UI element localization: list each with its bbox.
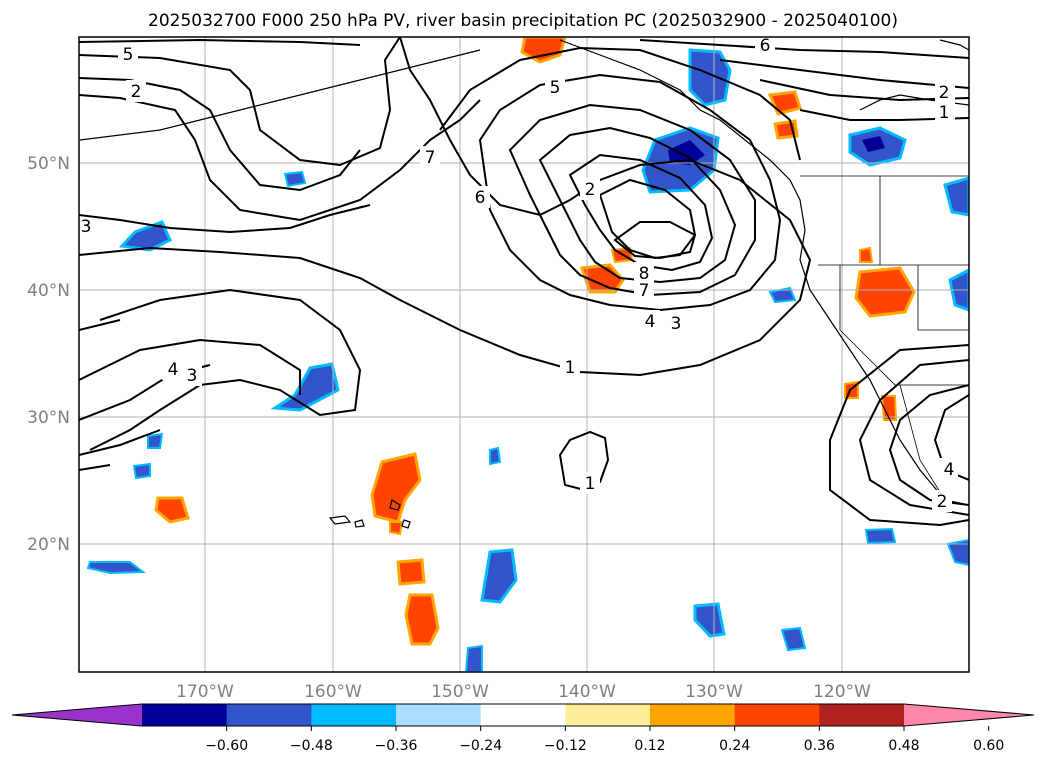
lon-label: 120°W bbox=[813, 682, 871, 702]
precip-blob bbox=[132, 462, 151, 480]
lon-label: 130°W bbox=[685, 682, 743, 702]
map-content: 5 2 3 6 2 1 5 7 6 2 8 7 4 3 bbox=[79, 36, 969, 672]
contour-label: 4 bbox=[645, 312, 656, 332]
precip-blob bbox=[862, 136, 885, 152]
colorbar-segment bbox=[311, 704, 397, 726]
precip-blob bbox=[389, 521, 404, 536]
map-frame-bg bbox=[79, 37, 969, 672]
colorbar: −0.60 −0.48 −0.36 −0.24 −0.12 0.12 0.24 0.36 0.4… bbox=[11, 703, 1035, 754]
precip-blob bbox=[520, 37, 567, 64]
contour-labels: 5 2 3 6 2 1 5 7 6 2 8 7 4 3 bbox=[81, 36, 958, 512]
colorbar-tick-label: 0.24 bbox=[719, 738, 750, 754]
borders bbox=[800, 175, 969, 501]
precip-blob bbox=[943, 176, 969, 217]
contour-label: 3 bbox=[81, 217, 92, 237]
colorbar-segment bbox=[396, 704, 482, 726]
colorbar-tick-label: −0.60 bbox=[205, 738, 248, 754]
colorbar-outline bbox=[11, 703, 1035, 727]
contour-label: 1 bbox=[939, 103, 950, 123]
precip-blob bbox=[946, 538, 969, 567]
precip-blob bbox=[370, 452, 422, 524]
precip-blob bbox=[859, 246, 874, 263]
contour-label: 8 bbox=[639, 264, 650, 284]
contour-label: 7 bbox=[425, 148, 436, 168]
precip-blob bbox=[154, 496, 190, 524]
colorbar-tick-label: 0.60 bbox=[973, 738, 1004, 754]
lat-label: 20°N bbox=[27, 535, 70, 555]
precip-blob bbox=[780, 626, 807, 652]
contour-label: 7 bbox=[639, 281, 650, 301]
precip-blob bbox=[480, 548, 518, 604]
colorbar-tick-label: 0.36 bbox=[804, 738, 835, 754]
lon-label: 140°W bbox=[558, 682, 616, 702]
precip-blob bbox=[118, 220, 172, 252]
contour-label: 2 bbox=[939, 83, 950, 103]
precip-blob bbox=[404, 593, 440, 646]
colorbar-extend-low bbox=[12, 704, 142, 726]
colorbar-segment bbox=[226, 704, 312, 726]
contour-label: 1 bbox=[565, 358, 576, 378]
precip-blob bbox=[86, 561, 146, 575]
contour-label: 2 bbox=[131, 82, 142, 102]
colorbar-tick-label: 0.48 bbox=[888, 738, 919, 754]
contour-label: 2 bbox=[937, 492, 948, 512]
contour-label: 2 bbox=[585, 180, 596, 200]
precip-blob bbox=[396, 558, 426, 586]
precip-blob bbox=[464, 644, 483, 672]
colorbar-tick-label: −0.48 bbox=[290, 738, 333, 754]
lat-label: 50°N bbox=[27, 154, 70, 174]
contour-label: 5 bbox=[123, 45, 134, 65]
colorbar-segment bbox=[819, 704, 905, 726]
lat-label: 30°N bbox=[27, 408, 70, 428]
colorbar-tick-label: −0.24 bbox=[459, 738, 502, 754]
precip-blob bbox=[864, 527, 897, 545]
precip-blob bbox=[768, 286, 797, 304]
pv-contours bbox=[79, 37, 969, 527]
precip-blob bbox=[668, 140, 705, 165]
lon-label: 150°W bbox=[431, 682, 489, 702]
precip-blob bbox=[147, 432, 164, 449]
contour-label: 6 bbox=[760, 36, 771, 56]
precip-blob bbox=[688, 48, 732, 107]
contour-label: 4 bbox=[944, 460, 955, 480]
contour-label: 4 bbox=[168, 360, 179, 380]
precip-blob bbox=[854, 266, 916, 318]
contour-label: 1 bbox=[585, 474, 596, 494]
colorbar-tick-label: −0.36 bbox=[375, 738, 418, 754]
contour-label: 5 bbox=[550, 78, 561, 98]
colorbar-tick-label: 0.12 bbox=[634, 738, 665, 754]
colorbar-extend-high bbox=[904, 704, 1034, 726]
precip-blob bbox=[270, 362, 340, 412]
precip-blob bbox=[579, 263, 625, 294]
precip-blob bbox=[880, 395, 898, 421]
colorbar-segment bbox=[650, 704, 736, 726]
lon-labels: 170°W 160°W 150°W 140°W 130°W 120°W bbox=[176, 682, 871, 702]
contour-label: 6 bbox=[475, 188, 486, 208]
colorbar-segment bbox=[142, 704, 228, 726]
contour-label: 3 bbox=[187, 366, 198, 386]
lat-label: 40°N bbox=[27, 281, 70, 301]
map-border bbox=[78, 36, 970, 673]
precip-blob bbox=[283, 170, 307, 188]
precip-blob bbox=[489, 446, 502, 466]
colorbar-segment bbox=[480, 704, 566, 726]
lon-label: 160°W bbox=[304, 682, 362, 702]
lon-label: 170°W bbox=[176, 682, 234, 702]
colorbar-segment bbox=[565, 704, 651, 726]
lat-labels: 50°N 40°N 30°N 20°N bbox=[27, 154, 70, 555]
colorbar-segment bbox=[734, 704, 820, 726]
colorbar-tick-label: −0.12 bbox=[544, 738, 587, 754]
map-title: 2025032700 F000 250 hPa PV, river basin … bbox=[148, 11, 898, 31]
contour-label: 3 bbox=[671, 314, 682, 334]
